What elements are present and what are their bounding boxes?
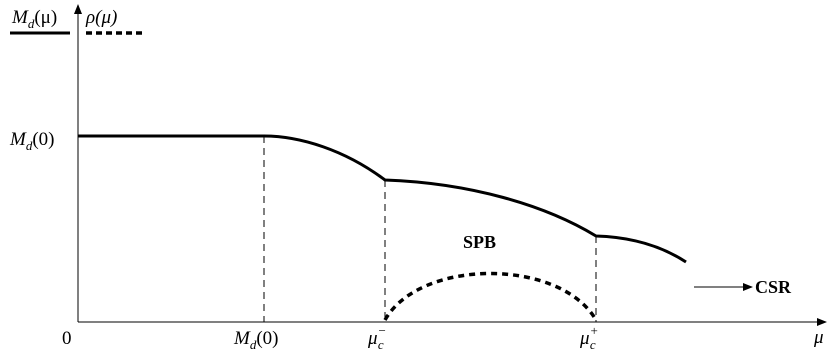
x-tick-mu-c-minus: μ− c — [367, 323, 386, 352]
legend-rho-label: ρ(μ) — [85, 7, 117, 28]
legend: Md(μ) ρ(μ) — [10, 7, 146, 35]
x-tick-mu-c-plus: μ+ c — [579, 323, 598, 352]
spb-label: SPB — [463, 232, 496, 252]
rho-curve — [383, 271, 598, 321]
x-tick-md0: Md(0) — [233, 328, 278, 352]
x-axis-label: μ — [813, 327, 824, 348]
md-curve — [78, 134, 687, 264]
origin-label: 0 — [62, 328, 72, 349]
y-tick-label: Md(0) — [9, 129, 54, 153]
csr-label: CSR — [755, 277, 792, 297]
legend-md-label: Md(μ) — [11, 7, 57, 31]
